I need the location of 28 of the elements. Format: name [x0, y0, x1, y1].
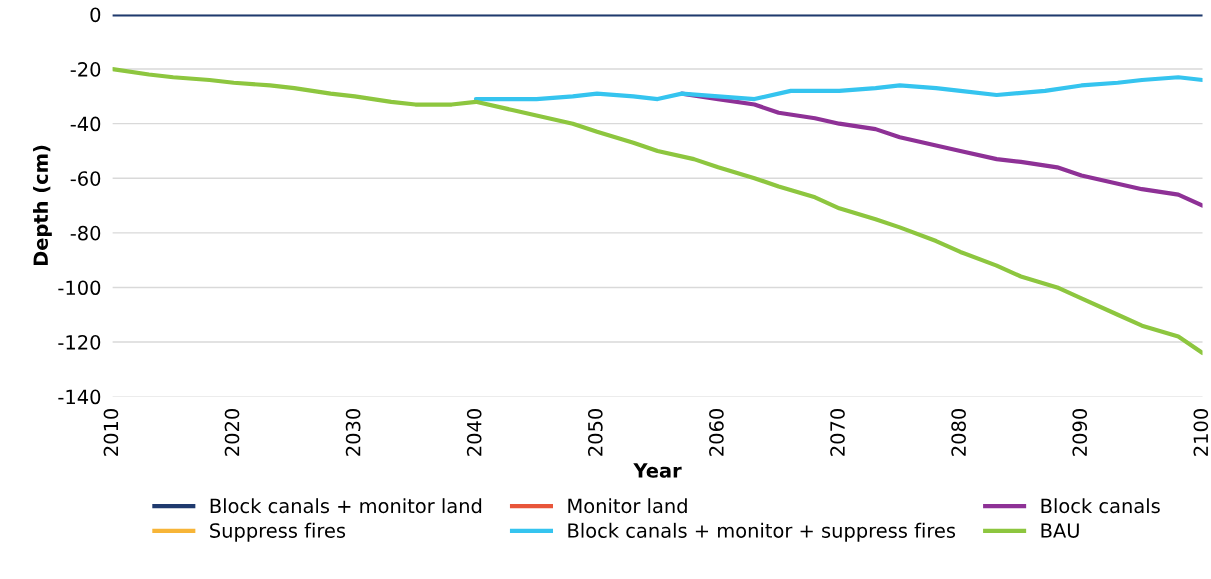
- x-tick-label: 2020: [224, 409, 240, 456]
- y-tick-label: -60: [70, 171, 101, 186]
- x-tick-label: 2030: [345, 409, 361, 456]
- x-tick-label: 2070: [830, 409, 845, 456]
- x-tick-label: 2080: [951, 409, 966, 456]
- x-tick-label: 2100: [1193, 409, 1209, 456]
- x-tick-label: 2040: [466, 409, 482, 456]
- y-tick-label: -20: [70, 62, 101, 77]
- x-tick-label: 2010: [103, 409, 119, 456]
- legend-label: BAU: [1041, 523, 1079, 538]
- x-tick-label: 2060: [709, 409, 724, 456]
- line-series: [112, 66, 1203, 356]
- legend-label: Block canals + monitor land: [210, 498, 482, 514]
- legend-label: Monitor land: [568, 498, 687, 514]
- x-tick-label: 2050: [587, 409, 603, 456]
- x-axis-title: Year: [633, 463, 682, 478]
- y-axis-title: Depth (cm): [33, 145, 52, 266]
- x-tick-label: 2090: [1072, 409, 1088, 456]
- y-tick-label: -100: [58, 280, 101, 296]
- y-tick-label: -80: [70, 225, 101, 241]
- y-tick-label: -40: [70, 116, 101, 132]
- y-tick-label: -120: [58, 334, 101, 350]
- legend-label: Block canals + monitor + suppress fires: [568, 522, 956, 542]
- legend-label: Block canals: [1041, 498, 1160, 514]
- y-tick-label: 0: [90, 7, 101, 23]
- line-series: [473, 75, 1203, 102]
- y-tick-label: -140: [58, 389, 101, 405]
- legend-label: Suppress fires: [210, 522, 346, 542]
